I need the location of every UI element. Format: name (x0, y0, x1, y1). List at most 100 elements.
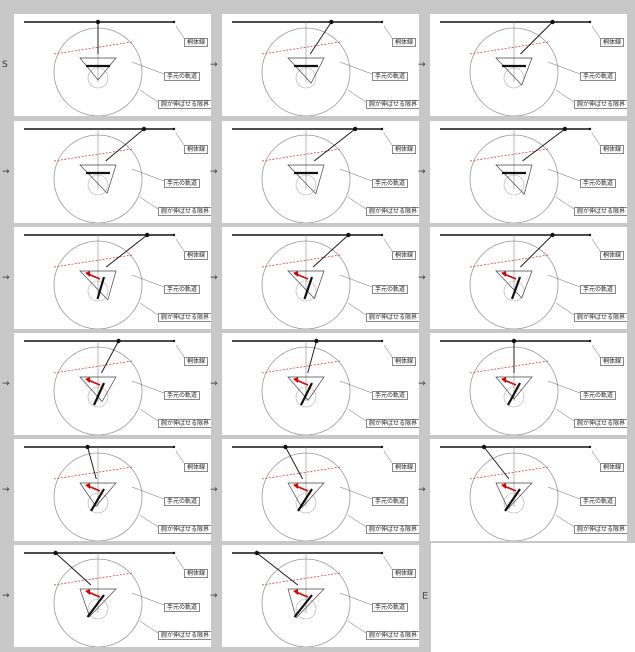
label-hand-path: 手元の軌道 (372, 603, 409, 612)
label-arm-limit: 腕が伸ばせる限界 (574, 313, 627, 322)
arrow-marker: → (2, 485, 10, 495)
label-arm-limit: 腕が伸ばせる限界 (158, 100, 211, 109)
arrow-marker: → (210, 485, 218, 495)
label-arm-limit: 腕が伸ばせる限界 (574, 525, 627, 534)
arrow-marker: → (2, 167, 10, 177)
frame-diagram (232, 232, 393, 329)
frame-diagram (24, 126, 185, 223)
label-arm-limit: 腕が伸ばせる限界 (574, 100, 627, 109)
label-hand-path: 手元の軌道 (372, 72, 409, 81)
label-hand-path: 手元の軌道 (372, 285, 409, 294)
arrow-marker: → (210, 273, 218, 283)
label-arm-limit: 腕が伸ばせる限界 (366, 207, 419, 216)
arrow-marker: → (418, 273, 426, 283)
label-bar: 桐体線 (184, 357, 209, 366)
label-arm-limit: 腕が伸ばせる限界 (366, 100, 419, 109)
frame-panel: 桐体線手元の軌道腕が伸ばせる限界 (430, 121, 627, 223)
frame-panel: 桐体線手元の軌道腕が伸ばせる限界 (430, 227, 627, 329)
frame-panel: 桐体線手元の軌道腕が伸ばせる限界 (430, 14, 627, 116)
label-hand-path: 手元の軌道 (580, 285, 617, 294)
label-bar: 桐体線 (392, 38, 417, 47)
arrow-marker: → (210, 167, 218, 177)
label-bar: 桐体線 (184, 251, 209, 260)
label-hand-path: 手元の軌道 (164, 603, 201, 612)
label-hand-path: 手元の軌道 (164, 285, 201, 294)
label-bar: 桐体線 (600, 145, 625, 154)
arrow-marker: → (418, 379, 426, 389)
arrow-marker: → (210, 591, 218, 601)
label-hand-path: 手元の軌道 (372, 391, 409, 400)
frame-panel: 桐体線手元の軌道腕が伸ばせる限界 (222, 227, 419, 329)
frame-panel: 桐体線手元の軌道腕が伸ばせる限界 (222, 333, 419, 435)
label-arm-limit: 腕が伸ばせる限界 (366, 631, 419, 640)
label-hand-path: 手元の軌道 (580, 391, 617, 400)
frame-diagram (440, 126, 601, 223)
frame-panel: 桐体線手元の軌道腕が伸ばせる限界 (14, 439, 211, 541)
label-bar: 桐体線 (392, 463, 417, 472)
arrow-marker: → (2, 273, 10, 283)
label-hand-path: 手元の軌道 (372, 497, 409, 506)
label-arm-limit: 腕が伸ばせる限界 (574, 419, 627, 428)
label-bar: 桐体線 (392, 569, 417, 578)
arrow-marker: → (2, 591, 10, 601)
label-arm-limit: 腕が伸ばせる限界 (366, 525, 419, 534)
label-arm-limit: 腕が伸ばせる限界 (158, 313, 211, 322)
grip-point (283, 444, 288, 450)
start-marker: S (2, 60, 8, 70)
frame-diagram (440, 19, 601, 116)
label-hand-path: 手元の軌道 (580, 179, 617, 188)
frame-panel: 桐体線 手元の軌道 腕が伸ばせる限界 (14, 121, 211, 223)
frame-diagram (232, 444, 393, 541)
frame-panel: 桐体線手元の軌道腕が伸ばせる限界 (14, 227, 211, 329)
label-hand-path: 手元の軌道 (164, 391, 201, 400)
frame-diagram (232, 550, 393, 647)
arrow-marker: → (418, 60, 426, 70)
label-arm-limit: 腕が伸ばせる限界 (158, 207, 211, 216)
label-bar: 桐体線 (184, 569, 209, 578)
label-bar: 桐体線 (600, 463, 625, 472)
frame-panel: 桐体線手元の軌道腕が伸ばせる限界 (430, 333, 627, 435)
frame-panel: 桐体線手元の軌道腕が伸ばせる限界 (222, 14, 419, 116)
label-arm-limit: 腕が伸ばせる限界 (366, 313, 419, 322)
label-arm-limit: 腕が伸ばせる限界 (158, 419, 211, 428)
label-bar: 桐体線 (184, 38, 209, 47)
label-bar: 桐体線 (600, 251, 625, 260)
frame-diagram (24, 550, 185, 647)
frame-diagram (24, 232, 185, 329)
frame-diagram (440, 444, 601, 541)
label-hand-path: 手元の軌道 (164, 497, 201, 506)
frame-panel: 桐体線手元の軌道腕が伸ばせる限界 (14, 545, 211, 647)
frame-diagram (24, 444, 185, 541)
arrow-marker: → (418, 167, 426, 177)
label-bar: 桐体線 (392, 145, 417, 154)
frame-panel: 桐体線手元の軌道腕が伸ばせる限界 (222, 121, 419, 223)
label-arm-limit: 腕が伸ばせる限界 (366, 419, 419, 428)
frame-diagram (440, 232, 601, 329)
label-arm-limit: 腕が伸ばせる限界 (158, 631, 211, 640)
blank-area (431, 543, 635, 652)
label-arm-limit: 腕が伸ばせる限界 (158, 525, 211, 534)
arrow-marker: → (210, 379, 218, 389)
label-hand-path: 手元の軌道 (580, 72, 617, 81)
frame-diagram (232, 338, 393, 435)
arrow-marker: → (210, 60, 218, 70)
arrow-marker: → (2, 379, 10, 389)
frame-diagram (232, 19, 393, 116)
frame-panel: 桐体線手元の軌道腕が伸ばせる限界 (430, 439, 627, 541)
label-arm-limit: 腕が伸ばせる限界 (574, 207, 627, 216)
grip-point (314, 338, 319, 344)
label-hand-path: 手元の軌道 (164, 72, 201, 81)
label-bar: 桐体線 (184, 145, 209, 154)
label-bar: 桐体線 (600, 357, 625, 366)
label-bar: 桐体線 (392, 251, 417, 260)
label-bar: 桐体線 (184, 463, 209, 472)
frame-panel: 桐体線手元の軌道腕が伸ばせる限界 (222, 439, 419, 541)
label-hand-path: 手元の軌道 (372, 179, 409, 188)
frame-diagram (440, 338, 601, 435)
label-bar: 桐体線 (392, 357, 417, 366)
frame-diagram (24, 338, 185, 435)
label-bar: 桐体線 (600, 38, 625, 47)
frame-panel: 桐体線手元の軌道腕が伸ばせる限界 (222, 545, 419, 647)
label-hand-path: 手元の軌道 (580, 497, 617, 506)
